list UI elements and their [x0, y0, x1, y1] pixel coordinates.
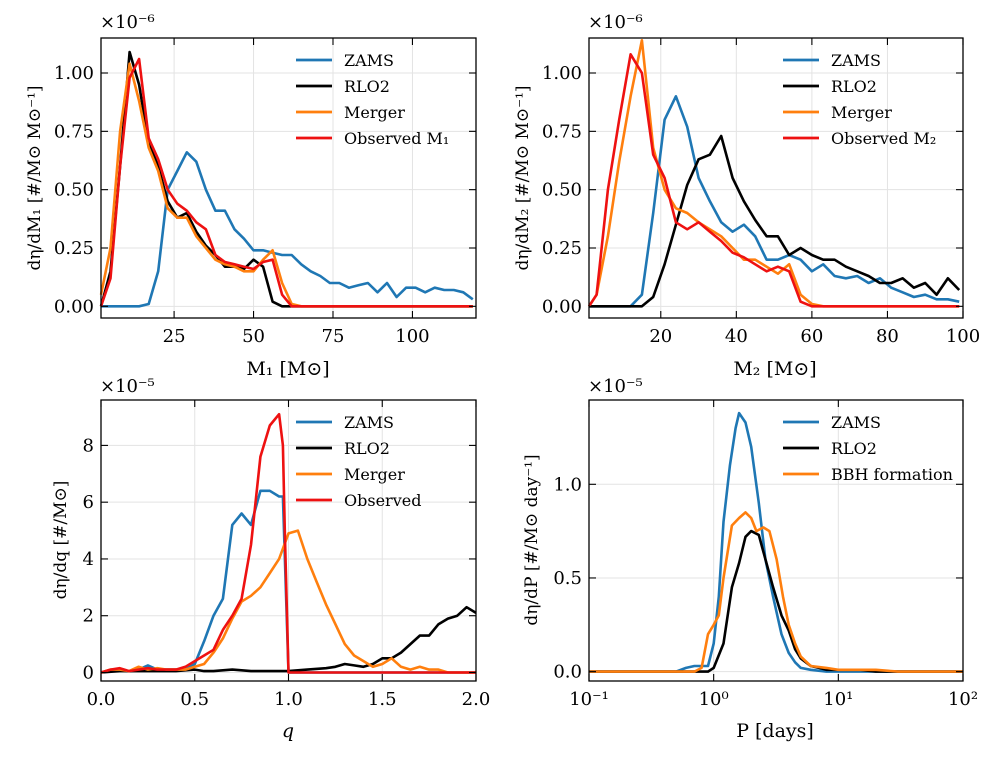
y-multiplier: ×10⁻⁶	[100, 12, 155, 33]
x-tick-label: 25	[163, 326, 186, 347]
x-tick-label: 0.5	[180, 689, 209, 710]
x-tick-label: 100	[395, 326, 429, 347]
legend-label: BBH formation	[831, 465, 953, 484]
series-line-observed-m2	[587, 52, 960, 308]
x-axis-label: P [days]	[736, 720, 814, 742]
x-tick-label: 80	[876, 326, 899, 347]
y-tick-label: 0.50	[54, 180, 94, 201]
x-axis-label: M₁ [M⊙]	[246, 358, 329, 380]
series-line-rlo2	[100, 605, 477, 674]
x-tick-label: 100	[946, 326, 980, 347]
panel-p: ×10⁻⁵ P [days] dη/dP [#/M⊙ day⁻¹] 10⁻¹ 10…	[522, 376, 978, 742]
y-tick-label: 8	[83, 435, 94, 456]
y-tick-label: 1.0	[553, 474, 582, 495]
series-line-merger	[99, 62, 473, 308]
legend-label: Observed M₁	[344, 129, 449, 148]
legend-label: ZAMS	[344, 51, 394, 70]
x-tick-label: 10¹	[823, 689, 853, 710]
series-line-rlo2	[589, 134, 961, 308]
legend-label: ZAMS	[831, 413, 881, 432]
x-tick-label: 1.0	[274, 689, 303, 710]
x-axis-label: M₂ [M⊙]	[733, 358, 816, 380]
y-tick-label: 0.0	[553, 662, 582, 683]
axes-frame	[100, 37, 477, 319]
y-tick-label: 4	[83, 549, 94, 570]
legend-label: RLO2	[831, 439, 877, 458]
legend-label: RLO2	[344, 439, 390, 458]
x-tick-label: 0.0	[87, 689, 116, 710]
series-line-observed-m1	[99, 57, 473, 308]
y-axis-label: dη/dM₂ [#/M⊙ M⊙⁻¹]	[513, 85, 533, 270]
legend-label: Observed	[344, 491, 421, 510]
series-line-zams	[101, 151, 474, 308]
legend-label: RLO2	[344, 77, 390, 96]
panel-m2: ×10⁻⁶ M₂ [M⊙] dη/dM₂ [#/M⊙ M⊙⁻¹] 20 40 60 8…	[513, 12, 980, 380]
y-tick-label: 0.75	[542, 121, 582, 142]
y-tick-label: 0.00	[54, 296, 94, 317]
axes-frame	[588, 37, 964, 319]
axes-frame	[588, 399, 964, 682]
y-tick-label: 0	[83, 662, 94, 683]
y-axis-label: dη/dM₁ [#/M⊙ M⊙⁻¹]	[25, 85, 45, 270]
x-tick-label: 10⁰	[699, 689, 729, 710]
legend-label: Merger	[831, 103, 892, 122]
y-tick-label: 0.00	[542, 296, 582, 317]
series-line-zams	[589, 411, 963, 673]
x-tick-label: 20	[649, 326, 672, 347]
series-line-rlo2	[99, 50, 473, 308]
legend-label: Merger	[344, 465, 405, 484]
x-tick-label: 10²	[948, 689, 978, 710]
panel-m1: ×10⁻⁶ M₁ [M⊙] dη/dM₁ [#/M⊙ M⊙⁻¹] 25 50 75 1…	[25, 12, 477, 380]
y-axis-label: dη/dP [#/M⊙ day⁻¹]	[522, 454, 542, 625]
x-tick-label: 60	[800, 326, 823, 347]
y-multiplier: ×10⁻⁵	[588, 376, 643, 397]
y-tick-label: 0.75	[54, 121, 94, 142]
legend-label: Observed M₂	[831, 129, 936, 148]
series-line-bbh-formation	[589, 511, 963, 673]
x-tick-label: 2.0	[462, 689, 491, 710]
series-line-zams	[589, 95, 960, 308]
y-tick-label: 0.5	[553, 568, 582, 589]
legend-label: Merger	[344, 103, 405, 122]
x-axis-label: q	[282, 720, 294, 742]
y-multiplier: ×10⁻⁵	[100, 376, 155, 397]
y-axis-label: dη/dq [#/M⊙]	[51, 481, 71, 600]
y-tick-label: 0.50	[542, 180, 582, 201]
y-tick-label: 0.25	[542, 238, 582, 259]
legend-label: RLO2	[831, 77, 877, 96]
series-line-observed	[100, 412, 476, 674]
x-tick-label: 1.5	[368, 689, 397, 710]
x-tick-label: 75	[322, 326, 345, 347]
panel-q: ×10⁻⁵ q dη/dq [#/M⊙] 0.0 0.5 1.0 1.5 2.0 0 2 4 6…	[51, 376, 490, 742]
y-tick-label: 1.00	[542, 63, 582, 84]
x-tick-label: 40	[725, 326, 748, 347]
y-tick-label: 2	[83, 606, 94, 627]
legend-label: ZAMS	[831, 51, 881, 70]
x-tick-label: 10⁻¹	[569, 689, 609, 710]
y-tick-label: 0.25	[54, 238, 94, 259]
y-multiplier: ×10⁻⁶	[588, 12, 643, 33]
x-tick-label: 50	[242, 326, 265, 347]
y-tick-label: 1.00	[54, 63, 94, 84]
y-tick-label: 6	[83, 492, 94, 513]
legend-label: ZAMS	[344, 413, 394, 432]
